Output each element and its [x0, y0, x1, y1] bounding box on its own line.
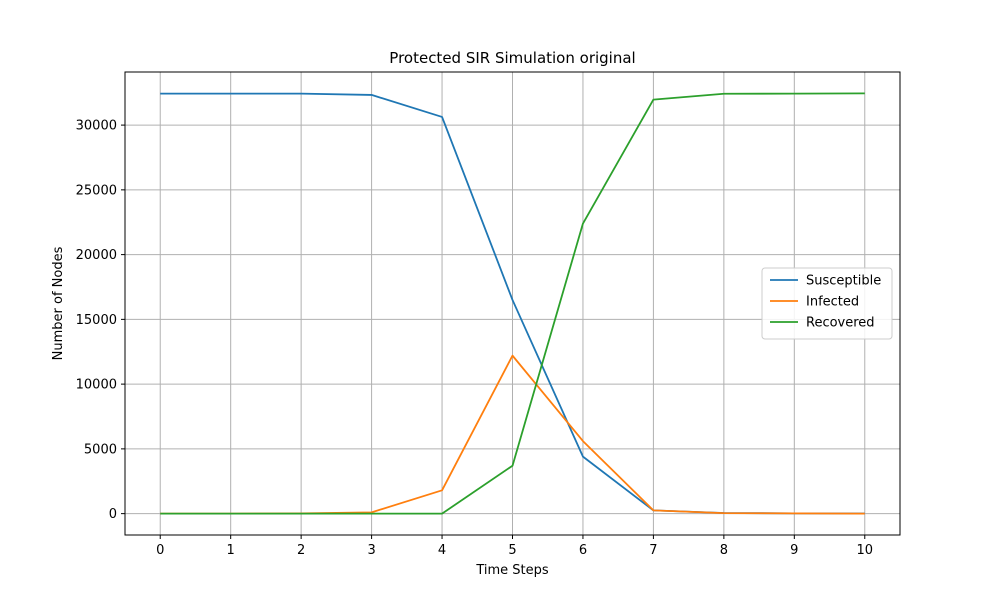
x-tick-label: 5 — [508, 543, 516, 558]
y-tick-label: 30000 — [76, 119, 117, 134]
y-axis-label: Number of Nodes — [51, 246, 66, 360]
x-tick-label: 3 — [367, 543, 375, 558]
legend-label: Infected — [806, 295, 859, 310]
legend-label: Recovered — [806, 316, 875, 331]
legend-label: Susceptible — [806, 274, 881, 289]
y-tick-label: 25000 — [76, 183, 117, 198]
y-tick-label: 10000 — [76, 378, 117, 393]
axis-ticks: 0 1 2 3 4 5 6 7 8 9 10 0 5000 10000 15000 20000 25000 300… — [76, 119, 873, 558]
x-tick-label: 4 — [438, 543, 446, 558]
legend: Susceptible Infected Recovered — [761, 267, 893, 340]
x-tick-label: 9 — [790, 543, 798, 558]
x-tick-label: 6 — [579, 543, 587, 558]
y-tick-label: 0 — [109, 507, 117, 522]
x-tick-label: 2 — [297, 543, 305, 558]
y-tick-label: 5000 — [84, 442, 117, 457]
x-tick-label: 7 — [649, 543, 657, 558]
chart-title: Protected SIR Simulation original — [389, 49, 635, 67]
x-axis-label: Time Steps — [475, 563, 549, 578]
y-tick-label: 20000 — [76, 248, 117, 263]
x-tick-label: 10 — [856, 543, 873, 558]
series-line-recovered — [160, 92, 865, 515]
x-tick-label: 8 — [720, 543, 728, 558]
x-tick-label: 1 — [227, 543, 235, 558]
series-lines — [160, 92, 865, 515]
y-tick-label: 15000 — [76, 313, 117, 328]
x-tick-label: 0 — [156, 543, 164, 558]
